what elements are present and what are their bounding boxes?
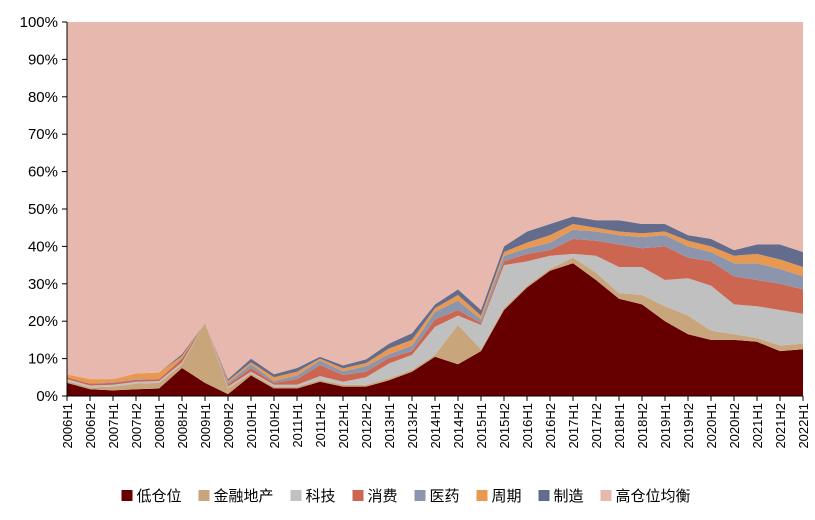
y-tick-label: 80% xyxy=(28,89,58,106)
y-tick-label: 60% xyxy=(28,164,58,181)
legend-swatch xyxy=(290,490,302,501)
x-tick-label: 2012H1 xyxy=(336,403,351,449)
x-tick-label: 2008H2 xyxy=(175,403,190,449)
y-tick-label: 20% xyxy=(28,313,58,330)
series-area-0 xyxy=(67,263,803,396)
legend-swatch xyxy=(198,490,210,501)
x-tick-label: 2017H1 xyxy=(566,403,581,449)
y-tick-label: 0% xyxy=(36,388,58,405)
x-tick-label: 2006H2 xyxy=(83,403,98,449)
legend-label: 周期 xyxy=(492,487,522,505)
legend-item-2: 科技 xyxy=(290,487,336,505)
legend-item-7: 高仓位均衡 xyxy=(600,487,691,505)
legend-swatch xyxy=(476,490,488,501)
legend-label: 金融地产 xyxy=(214,487,274,505)
x-tick-label: 2018H2 xyxy=(635,403,650,449)
plot-area xyxy=(67,22,803,396)
x-tick-label: 2016H2 xyxy=(543,403,558,449)
x-tick-label: 2009H1 xyxy=(198,403,213,449)
legend-swatch xyxy=(414,490,426,501)
x-tick-label: 2011H1 xyxy=(290,403,305,448)
x-tick-label: 2020H2 xyxy=(727,403,742,449)
legend: 低仓位 金融地产 科技 消费 医药 周期 制造 高仓位均衡 xyxy=(121,487,691,505)
legend-label: 科技 xyxy=(306,487,336,505)
x-tick-label: 2021H1 xyxy=(750,403,765,449)
legend-item-4: 医药 xyxy=(414,487,460,505)
x-tick-label: 2010H2 xyxy=(267,403,282,449)
y-tick-label: 10% xyxy=(28,351,58,368)
x-tick-label: 2015H2 xyxy=(497,403,512,449)
legend-swatch xyxy=(121,490,133,501)
legend-item-5: 周期 xyxy=(476,487,522,505)
series-area-7 xyxy=(67,22,803,380)
legend-swatch xyxy=(600,490,612,501)
x-tick-label: 2012H2 xyxy=(359,403,374,449)
legend-item-6: 制造 xyxy=(538,487,584,505)
x-tick-label: 2015H1 xyxy=(474,403,489,449)
x-tick-label: 2008H1 xyxy=(152,403,167,449)
x-tick-label: 2021H2 xyxy=(773,403,788,449)
x-tick-label: 2013H1 xyxy=(382,403,397,449)
x-tick-label: 2019H1 xyxy=(658,403,673,449)
legend-label: 医药 xyxy=(430,487,460,505)
x-tick-label: 2009H2 xyxy=(221,403,236,449)
x-tick-label: 2014H2 xyxy=(451,403,466,449)
x-tick-label: 2022H1 xyxy=(796,403,811,449)
legend-label: 制造 xyxy=(554,487,584,505)
x-tick-label: 2017H2 xyxy=(589,403,604,449)
x-tick-label: 2019H2 xyxy=(681,403,696,449)
legend-label: 高仓位均衡 xyxy=(616,487,691,505)
y-tick-label: 40% xyxy=(28,238,58,255)
legend-item-0: 低仓位 xyxy=(121,487,182,505)
x-tick-label: 2018H1 xyxy=(612,403,627,449)
x-tick-label: 2007H1 xyxy=(106,403,121,449)
legend-swatch xyxy=(352,490,364,501)
x-tick-label: 2006H1 xyxy=(60,403,75,449)
x-axis: 2006H1 2006H2 2007H1 2007H2 2008H1 2008H2 2009… xyxy=(60,395,811,449)
x-tick-label: 2016H1 xyxy=(520,403,535,449)
legend-swatch xyxy=(538,490,550,501)
x-tick-label: 2014H1 xyxy=(428,403,443,449)
y-tick-label: 30% xyxy=(28,276,58,293)
legend-label: 低仓位 xyxy=(137,487,182,505)
legend-label: 消费 xyxy=(368,487,398,505)
y-axis: 0% 10% 20% 30% 40% 50% 60% 70% 80% 90% 100% xyxy=(20,14,68,405)
x-tick-label: 2020H1 xyxy=(704,403,719,449)
y-tick-label: 50% xyxy=(28,201,58,218)
legend-item-3: 消费 xyxy=(352,487,398,505)
series-area-2 xyxy=(67,253,803,389)
x-tick-label: 2013H2 xyxy=(405,403,420,449)
legend-item-1: 金融地产 xyxy=(198,487,274,505)
x-tick-label: 2007H2 xyxy=(129,403,144,449)
y-tick-label: 70% xyxy=(28,126,58,143)
y-tick-label: 100% xyxy=(20,14,58,31)
y-tick-label: 90% xyxy=(28,51,58,68)
x-tick-label: 2010H1 xyxy=(244,403,259,449)
x-tick-label: 2011H2 xyxy=(313,403,328,448)
